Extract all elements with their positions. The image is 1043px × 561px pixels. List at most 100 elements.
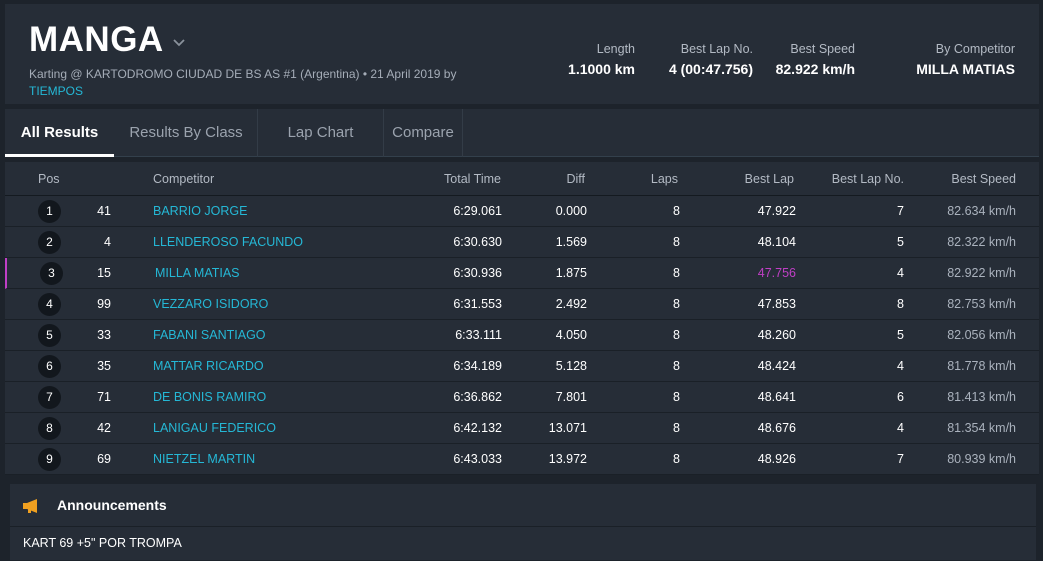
table-row[interactable]: 7 71 DE BONIS RAMIRO 6:36.862 7.801 8 48.641 6 8… (5, 382, 1039, 413)
column-header-pos[interactable]: Pos (38, 172, 60, 186)
best-lap: 48.260 (757, 328, 796, 342)
stat-label: Best Lap No. (680, 42, 753, 56)
column-header-laps[interactable]: Laps (650, 172, 678, 186)
tab-divider (383, 109, 384, 157)
laps: 8 (673, 359, 680, 373)
best-lap-no: 6 (897, 390, 904, 404)
competitor-name[interactable]: LANIGAU FEDERICO (153, 421, 276, 435)
position-badge: 7 (38, 386, 61, 409)
column-header-total-time[interactable]: Total Time (444, 172, 501, 186)
diff: 1.875 (555, 266, 587, 280)
laps: 8 (673, 421, 680, 435)
position-badge: 6 (38, 355, 61, 378)
diff: 4.050 (555, 328, 587, 342)
best-lap-no: 5 (897, 235, 904, 249)
competitor-name[interactable]: DE BONIS RAMIRO (153, 390, 267, 404)
stat-label: Best Speed (790, 42, 855, 56)
event-details: Karting @ KARTODROMO CIUDAD DE BS AS #1 … (29, 67, 457, 81)
column-header-diff[interactable]: Diff (566, 172, 585, 186)
competitor-name[interactable]: MATTAR RICARDO (153, 359, 264, 373)
stat-value: 1.1000 km (568, 61, 635, 77)
position-badge: 4 (38, 293, 61, 316)
laps: 8 (673, 297, 680, 311)
chevron-down-icon[interactable] (172, 36, 186, 50)
stat-label: Length (596, 42, 635, 56)
best-lap: 48.926 (757, 452, 796, 466)
announcements-title: Announcements (57, 497, 167, 513)
column-header-competitor[interactable]: Competitor (153, 172, 215, 186)
kart-number: 33 (97, 328, 111, 342)
table-header: Pos Competitor Total Time Diff Laps Best… (5, 162, 1039, 196)
kart-number: 99 (97, 297, 111, 311)
kart-number: 71 (97, 390, 111, 404)
position-badge: 9 (38, 448, 61, 471)
table-row[interactable]: 8 42 LANIGAU FEDERICO 6:42.132 13.071 8 48.676… (5, 413, 1039, 444)
best-lap-no: 4 (897, 266, 904, 280)
table-row[interactable]: 1 41 BARRIO JORGE 6:29.061 0.000 8 47.922 7 82.6… (5, 196, 1039, 227)
diff: 13.972 (548, 452, 587, 466)
total-time: 6:31.553 (453, 297, 502, 311)
table-row[interactable]: 4 99 VEZZARO ISIDORO 6:31.553 2.492 8 47.853 8 8… (5, 289, 1039, 320)
best-lap-no: 4 (897, 421, 904, 435)
table-row[interactable]: 5 33 FABANI SANTIAGO 6:33.111 4.050 8 48.260 5 8… (5, 320, 1039, 351)
competitor-name[interactable]: VEZZARO ISIDORO (153, 297, 269, 311)
total-time: 6:30.936 (453, 266, 502, 280)
page-title: MANGA (29, 20, 164, 59)
laps: 8 (673, 328, 680, 342)
diff: 5.128 (555, 359, 587, 373)
table-row[interactable]: 2 4 LLENDEROSO FACUNDO 6:30.630 1.569 8 48.104… (5, 227, 1039, 258)
best-speed: 81.354 km/h (947, 421, 1016, 435)
best-lap-no: 5 (897, 328, 904, 342)
table-row[interactable]: 6 35 MATTAR RICARDO 6:34.189 5.128 8 48.424 4 81… (5, 351, 1039, 382)
table-row[interactable]: 9 69 NIETZEL MARTIN 6:43.033 13.972 8 48.926 7 8… (5, 444, 1039, 475)
tab-all-results[interactable]: All Results (5, 109, 114, 157)
tab-divider (257, 109, 258, 157)
announcements-panel: Announcements KART 69 +5" POR TROMPA (10, 484, 1036, 560)
stat-best-lap-no: Best Lap No. 4 (00:47.756) (669, 42, 753, 77)
position-badge: 8 (38, 417, 61, 440)
total-time: 6:29.061 (453, 204, 502, 218)
best-lap-no: 4 (897, 359, 904, 373)
best-lap: 48.676 (757, 421, 796, 435)
competitor-name[interactable]: NIETZEL MARTIN (153, 452, 256, 466)
competitor-name[interactable]: MILLA MATIAS (155, 266, 240, 280)
column-header-best-lap-no[interactable]: Best Lap No. (831, 172, 904, 186)
total-time: 6:36.862 (453, 390, 502, 404)
position-badge: 3 (40, 262, 63, 285)
best-speed: 80.939 km/h (947, 452, 1016, 466)
diff: 1.569 (555, 235, 587, 249)
total-time: 6:34.189 (453, 359, 502, 373)
kart-number: 69 (97, 452, 111, 466)
position-badge: 2 (38, 231, 61, 254)
tab-compare[interactable]: Compare (392, 124, 454, 141)
event-header: MANGA Karting @ KARTODROMO CIUDAD DE BS … (5, 4, 1039, 104)
column-header-best-speed[interactable]: Best Speed (951, 172, 1016, 186)
competitor-name[interactable]: FABANI SANTIAGO (153, 328, 266, 342)
best-speed: 81.413 km/h (947, 390, 1016, 404)
kart-number: 41 (97, 204, 111, 218)
stat-value: 4 (00:47.756) (668, 61, 753, 77)
competitor-name[interactable]: BARRIO JORGE (153, 204, 248, 218)
tab-results-by-class[interactable]: Results By Class (129, 124, 243, 141)
event-subtitle: Karting @ KARTODROMO CIUDAD DE BS AS #1 … (29, 66, 499, 100)
stat-value: 82.922 km/h (775, 61, 855, 77)
total-time: 6:43.033 (453, 452, 502, 466)
stat-best-speed: Best Speed 82.922 km/h (776, 42, 855, 77)
laps: 8 (673, 390, 680, 404)
tab-lap-chart[interactable]: Lap Chart (287, 124, 354, 141)
results-page: MANGA Karting @ KARTODROMO CIUDAD DE BS … (5, 4, 1039, 561)
stat-length: Length 1.1000 km (568, 42, 635, 77)
tab-divider (462, 109, 463, 157)
best-speed: 82.322 km/h (947, 235, 1016, 249)
table-row[interactable]: 3 15 MILLA MATIAS 6:30.936 1.875 8 47.756 4 82.9… (5, 258, 1039, 289)
column-header-best-lap[interactable]: Best Lap (744, 172, 794, 186)
stat-by-competitor: By Competitor MILLA MATIAS (916, 42, 1015, 77)
title-row[interactable]: MANGA (29, 20, 186, 60)
competitor-name[interactable]: LLENDEROSO FACUNDO (153, 235, 304, 249)
organizer-link[interactable]: TIEMPOS (29, 84, 84, 98)
diff: 7.801 (555, 390, 587, 404)
kart-number: 4 (104, 235, 111, 249)
best-speed: 82.753 km/h (947, 297, 1016, 311)
total-time: 6:42.132 (453, 421, 502, 435)
diff: 0.000 (555, 204, 587, 218)
